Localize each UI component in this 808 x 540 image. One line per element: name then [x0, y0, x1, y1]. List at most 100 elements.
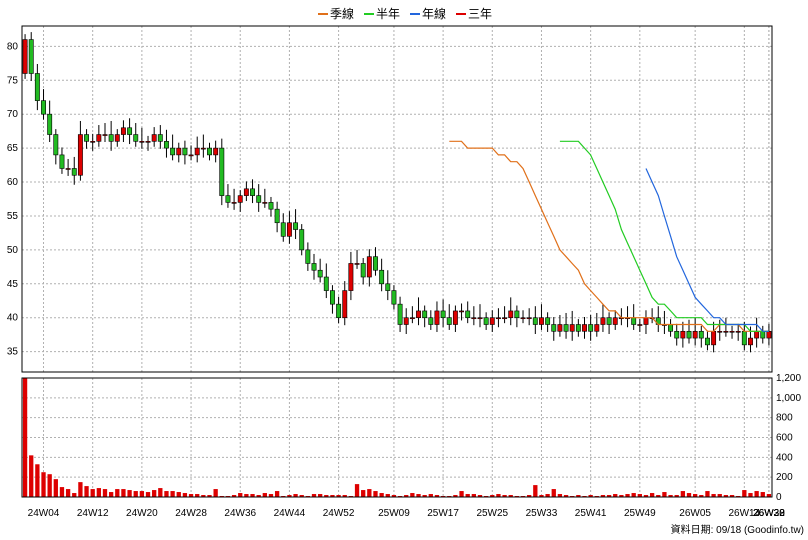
x-tick-label: 26W22	[753, 508, 785, 519]
candle-body	[508, 310, 514, 319]
candle-body	[286, 222, 292, 237]
candle-body	[563, 324, 569, 332]
candle-body	[668, 324, 674, 332]
candle-body	[102, 134, 108, 136]
candle-body	[397, 303, 403, 325]
volume-bar	[35, 464, 40, 497]
candle-body	[182, 147, 188, 156]
candle-body	[311, 263, 317, 271]
candle	[354, 249, 360, 269]
candle-body	[440, 310, 446, 319]
volume-bar	[207, 495, 212, 497]
candle-body	[717, 330, 723, 333]
candle	[108, 120, 114, 151]
candle	[329, 285, 335, 314]
volume-bar	[416, 494, 421, 497]
candle	[188, 145, 194, 161]
candle	[600, 304, 606, 332]
candle	[299, 224, 305, 256]
candle-body	[280, 222, 286, 237]
candle-body	[428, 317, 434, 325]
candle-body	[360, 263, 366, 278]
volume-bar	[96, 488, 101, 497]
legend-label: 半年	[376, 7, 400, 21]
volume-bar	[102, 489, 108, 497]
candle	[250, 179, 255, 204]
candle-body	[71, 168, 77, 176]
volume-tick-label: 1,200	[776, 373, 801, 384]
ma-year-line	[645, 168, 769, 332]
volume-bar	[508, 495, 513, 497]
volume-bar	[539, 495, 544, 497]
candle	[256, 184, 262, 212]
candle-body	[114, 134, 120, 142]
candle-body	[176, 147, 182, 156]
legend-label: 季線	[330, 6, 354, 21]
candle-body	[748, 337, 753, 346]
volume-bar	[680, 491, 686, 497]
legend-label: 年線	[422, 6, 446, 21]
candle-body	[77, 134, 83, 176]
candle-body	[385, 283, 391, 291]
volume-bar	[379, 493, 384, 497]
candle-body	[243, 188, 249, 196]
candle	[268, 196, 274, 217]
candle	[323, 263, 329, 299]
candle-body	[225, 195, 231, 203]
candle	[391, 285, 397, 310]
candle-body	[754, 330, 760, 339]
candle-body	[612, 317, 618, 325]
candle	[262, 188, 268, 208]
volume-bar	[490, 495, 495, 497]
volume-bar	[250, 494, 255, 497]
candle-body	[108, 134, 114, 142]
candle	[274, 201, 280, 233]
x-tick-label: 24W36	[224, 508, 256, 519]
volume-bar	[330, 495, 335, 497]
volume-bar	[760, 492, 765, 497]
candle	[243, 181, 249, 202]
volume-bar	[121, 489, 126, 497]
x-tick-label: 25W49	[624, 508, 656, 519]
volume-bar	[336, 495, 341, 497]
candle	[397, 296, 403, 332]
candle	[446, 304, 452, 330]
candle	[735, 323, 741, 341]
candle	[409, 306, 415, 324]
volume-bar	[59, 487, 65, 497]
candle-body	[575, 324, 581, 332]
candle-body	[409, 317, 415, 320]
candle-body	[434, 310, 440, 325]
candle	[77, 120, 83, 181]
candle	[704, 330, 710, 351]
volume-bar	[287, 495, 292, 497]
candle-body	[594, 324, 600, 332]
candle	[41, 89, 46, 120]
candle-body	[22, 39, 28, 74]
candle-body	[766, 330, 772, 339]
candle	[588, 315, 594, 341]
candle-body	[293, 222, 299, 230]
candle-body	[305, 249, 311, 264]
x-tick-label: 24W20	[126, 508, 158, 519]
source-note: 資料日期: 09/18 (Goodinfo.tw)	[671, 523, 804, 536]
candle	[176, 142, 182, 163]
volume-bar	[22, 378, 28, 497]
volume-bar	[693, 494, 698, 497]
volume-bar	[766, 494, 772, 497]
candle	[477, 304, 483, 328]
legend-label: 三年	[468, 7, 492, 21]
volume-bar	[127, 490, 132, 497]
volume-bar	[47, 474, 52, 497]
candle-body	[760, 330, 766, 339]
candle-body	[741, 330, 747, 346]
candle	[686, 319, 692, 344]
candle	[606, 312, 612, 335]
candle-body	[96, 134, 102, 142]
candle-body	[674, 330, 680, 339]
candle-body	[336, 303, 342, 319]
candle	[403, 308, 409, 335]
candle-body	[133, 134, 139, 142]
candle-body	[164, 141, 169, 149]
candle-body	[526, 317, 532, 320]
